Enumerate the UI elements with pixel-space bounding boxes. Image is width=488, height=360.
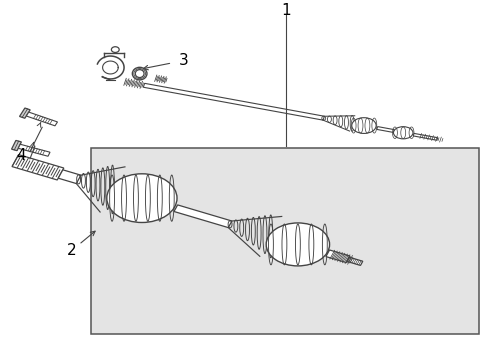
Ellipse shape — [135, 69, 144, 77]
Polygon shape — [412, 134, 437, 140]
Polygon shape — [376, 127, 393, 132]
Text: 2: 2 — [66, 243, 76, 258]
Polygon shape — [346, 257, 362, 265]
Text: 4: 4 — [16, 148, 26, 163]
Polygon shape — [325, 250, 349, 262]
Polygon shape — [174, 205, 231, 228]
Polygon shape — [18, 144, 50, 156]
Polygon shape — [58, 170, 81, 184]
Text: 3: 3 — [178, 53, 188, 68]
Polygon shape — [143, 84, 324, 120]
Ellipse shape — [106, 174, 177, 222]
Polygon shape — [20, 108, 30, 118]
Ellipse shape — [132, 67, 147, 80]
Ellipse shape — [265, 223, 329, 266]
Bar — [91, 148, 478, 334]
Text: 1: 1 — [281, 3, 290, 18]
Ellipse shape — [351, 118, 375, 134]
Ellipse shape — [393, 127, 412, 139]
Polygon shape — [26, 112, 58, 126]
Polygon shape — [12, 154, 64, 180]
Polygon shape — [12, 140, 21, 150]
